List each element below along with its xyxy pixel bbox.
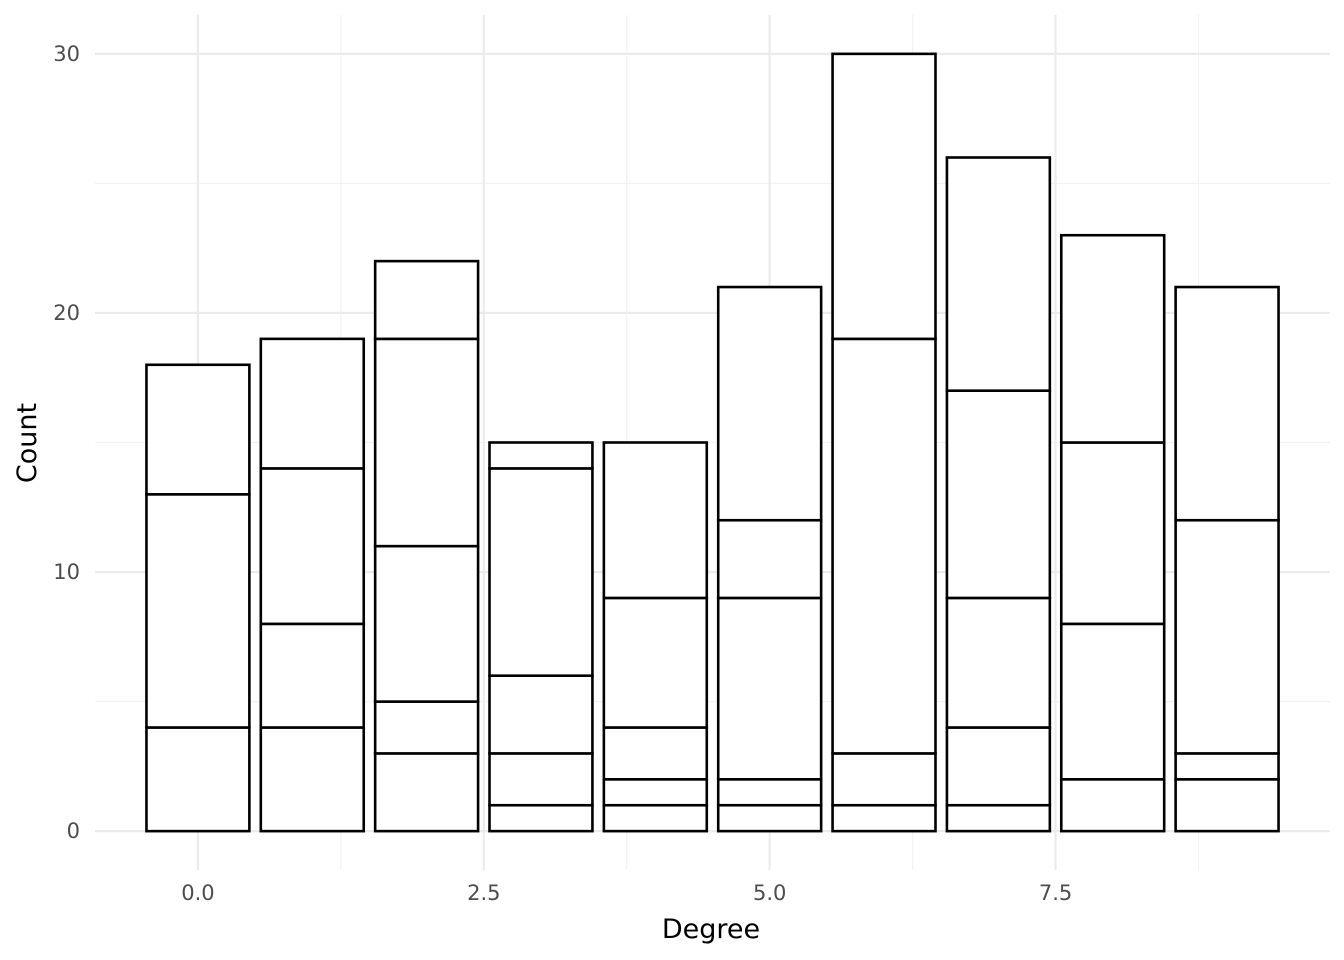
bar-segment xyxy=(716,285,823,522)
bar-segment xyxy=(945,596,1052,729)
y-tick-label: 20 xyxy=(53,301,80,325)
bar-7 xyxy=(945,156,1052,833)
bar-segment xyxy=(716,803,823,833)
bar-segment xyxy=(488,441,594,470)
bar-segment xyxy=(1174,778,1280,833)
bar-segment xyxy=(488,467,594,677)
bar-segment xyxy=(716,518,823,600)
bar-segment xyxy=(373,544,480,703)
bar-segment xyxy=(602,596,709,729)
y-tick-labels: 0 10 20 30 xyxy=(53,42,80,843)
bar-0 xyxy=(145,363,251,833)
x-tick-label: 2.5 xyxy=(467,881,500,905)
bar-2 xyxy=(373,259,480,833)
bar-segment xyxy=(945,156,1052,392)
bar-segment xyxy=(145,363,251,496)
bar-segment xyxy=(602,803,709,833)
bar-segment xyxy=(1059,778,1166,833)
bar-1 xyxy=(259,337,366,833)
bar-9 xyxy=(1174,285,1280,833)
bar-segment xyxy=(145,726,251,833)
bar-segment xyxy=(259,622,366,729)
bar-segment xyxy=(373,700,480,755)
bars xyxy=(145,52,1280,833)
bar-segment xyxy=(259,726,366,833)
x-axis-title: Degree xyxy=(662,914,760,945)
bar-segment xyxy=(716,778,823,807)
bar-segment xyxy=(145,493,251,729)
y-tick-label: 10 xyxy=(53,560,80,584)
x-tick-label: 7.5 xyxy=(1039,881,1072,905)
y-tick-label: 30 xyxy=(53,42,80,66)
bar-segment xyxy=(488,752,594,807)
x-tick-label: 5.0 xyxy=(753,881,786,905)
bar-segment xyxy=(488,803,594,833)
bar-segment xyxy=(1174,752,1280,781)
bar-segment xyxy=(373,337,480,548)
bar-5 xyxy=(716,285,823,833)
bar-segment xyxy=(602,778,709,807)
bar-segment xyxy=(1174,285,1280,522)
bar-segment xyxy=(602,441,709,600)
bar-4 xyxy=(602,441,709,833)
bar-segment xyxy=(1174,518,1280,755)
bar-segment xyxy=(716,596,823,781)
bar-segment xyxy=(259,467,366,626)
bar-3 xyxy=(488,441,594,833)
bar-segment xyxy=(831,752,937,807)
bar-8 xyxy=(1059,233,1166,833)
bar-segment xyxy=(831,803,937,833)
bar-segment xyxy=(831,337,937,755)
y-tick-label: 0 xyxy=(67,819,80,843)
bar-segment xyxy=(373,752,480,833)
bar-segment xyxy=(945,389,1052,600)
bar-6 xyxy=(831,52,937,833)
bar-segment xyxy=(1059,441,1166,626)
x-tick-labels: 0.0 2.5 5.0 7.5 xyxy=(181,881,1072,905)
bar-segment xyxy=(831,52,937,341)
bar-segment xyxy=(1059,233,1166,444)
bar-segment xyxy=(259,337,366,470)
bar-segment xyxy=(488,674,594,755)
bar-segment xyxy=(373,259,480,341)
y-axis-title: Count xyxy=(12,403,43,483)
bar-segment xyxy=(945,726,1052,807)
bar-segment xyxy=(1059,622,1166,781)
bar-segment xyxy=(945,803,1052,833)
x-tick-label: 0.0 xyxy=(181,881,214,905)
bar-segment xyxy=(602,726,709,781)
